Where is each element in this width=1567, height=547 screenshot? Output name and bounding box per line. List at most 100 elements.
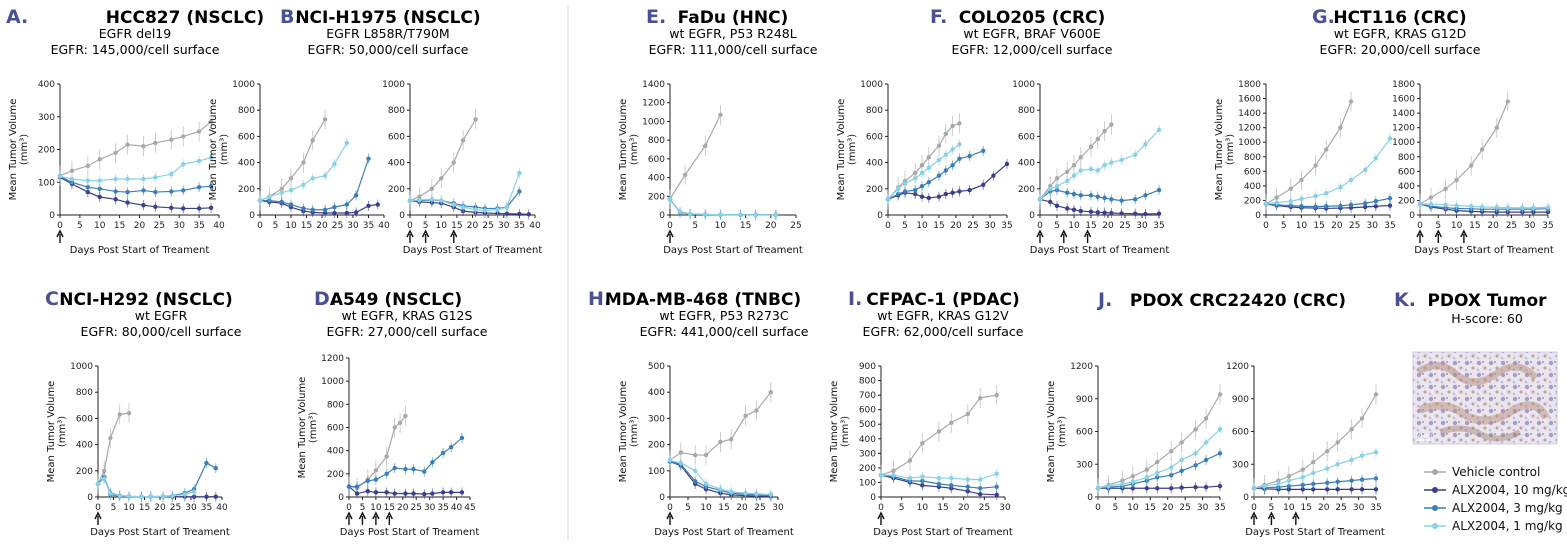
x-tick-label: 25 (332, 221, 343, 231)
dose-arrow (1267, 511, 1276, 525)
y-tick-label: 800 (648, 136, 665, 146)
data-point (1071, 163, 1077, 168)
data-point (981, 182, 986, 188)
data-point (392, 491, 397, 496)
y-tick-label: 400 (38, 80, 55, 90)
x-axis-label: Days Post Start of Treament (70, 245, 210, 256)
data-point (896, 186, 901, 191)
data-point (1193, 427, 1198, 432)
data-point (1155, 486, 1160, 491)
data-point (1324, 204, 1329, 209)
data-point (949, 483, 954, 488)
panel-I-letter: I. (848, 288, 862, 310)
data-point (1095, 194, 1101, 199)
data-point (913, 170, 918, 176)
y-tick-label: 1000 (70, 362, 93, 372)
data-point (936, 475, 942, 481)
data-point (729, 437, 734, 442)
data-point (1479, 204, 1485, 210)
data-point (1054, 183, 1060, 189)
data-point (754, 408, 759, 413)
y-tick-label: 1400 (642, 80, 665, 90)
data-point (181, 162, 186, 167)
x-tick-label: 35 (1542, 221, 1553, 231)
data-point (1156, 127, 1162, 133)
y-tick-label: 200 (866, 185, 883, 195)
data-point (913, 176, 918, 181)
y-tick-label: 0 (870, 493, 876, 503)
y-axis-label: Mean Tumor Volume (1046, 381, 1057, 483)
data-point (1324, 190, 1329, 196)
y-tick-label: 400 (327, 447, 344, 457)
x-tick-label: 15 (301, 221, 312, 231)
data-point (170, 493, 175, 499)
x-tick-label: 35 (363, 221, 374, 231)
data-point (429, 197, 435, 202)
x-axis-label: Days Post Start of Treament (90, 527, 230, 538)
panel-H: H.MDA-MB-468 (TNBC)wt EGFR, P53 R273CEGF… (588, 288, 809, 538)
data-point (1004, 161, 1010, 167)
data-point (322, 173, 328, 178)
data-point (920, 440, 925, 446)
y-tick-label: 600 (238, 132, 255, 142)
data-point (196, 184, 202, 190)
y-tick-label: 1000 (382, 80, 405, 90)
data-point (1119, 211, 1124, 216)
data-point (1133, 152, 1138, 157)
legend-label: Vehicle control (1452, 465, 1540, 479)
data-point (919, 183, 925, 189)
panel-D-letter: D. (314, 288, 337, 310)
data-point (693, 468, 698, 473)
data-point (204, 460, 209, 466)
data-point (703, 452, 709, 458)
series-line-3 (887, 143, 960, 200)
x-tick-label: 25 (1349, 221, 1360, 231)
data-point (169, 171, 174, 177)
data-point (181, 188, 186, 193)
y-axis-unit: (mm³) (840, 416, 851, 447)
series-line-3 (669, 198, 776, 216)
data-point (1144, 486, 1150, 491)
data-point (1349, 427, 1354, 432)
x-tick-label: 20 (134, 221, 146, 231)
data-point (1469, 204, 1474, 209)
x-tick-label: 30 (984, 221, 996, 231)
data-point (1179, 468, 1184, 473)
x-tick-label: 20 (1331, 221, 1343, 231)
data-point (926, 180, 931, 185)
data-point (1505, 99, 1510, 104)
x-tick-label: 30 (999, 503, 1011, 513)
data-point (366, 203, 371, 209)
y-tick-label: 800 (1018, 106, 1035, 116)
y-tick-label: 300 (1076, 460, 1093, 470)
series-line-1 (259, 199, 378, 214)
y-axis-unit: (mm³) (57, 416, 68, 447)
data-point (753, 212, 758, 218)
y-tick-label: 400 (1018, 159, 1035, 169)
y-tick-label: 400 (866, 159, 883, 169)
x-tick-label: 5 (77, 221, 83, 231)
y-tick-label: 600 (1018, 132, 1035, 142)
data-point (1505, 205, 1510, 210)
dose-arrow (358, 511, 367, 525)
series-line-0 (409, 119, 477, 202)
data-point (1203, 416, 1209, 421)
data-point (1299, 177, 1304, 183)
data-point (919, 170, 925, 176)
x-tick-label: 35 (201, 503, 212, 513)
data-point (1078, 208, 1084, 214)
data-point (353, 210, 359, 215)
data-point (459, 490, 465, 495)
y-tick-label: 0 (659, 211, 665, 221)
panel-E-subtitle-1: wt EGFR, P53 R248L (669, 26, 796, 41)
data-point (950, 163, 955, 168)
y-tick-label: 100 (38, 178, 55, 188)
data-point (885, 197, 891, 202)
data-point (495, 207, 500, 212)
data-point (991, 173, 996, 178)
data-point (943, 168, 948, 173)
dose-arrow (666, 229, 674, 243)
data-point (1428, 195, 1434, 200)
y-tick-label: 500 (648, 362, 665, 372)
